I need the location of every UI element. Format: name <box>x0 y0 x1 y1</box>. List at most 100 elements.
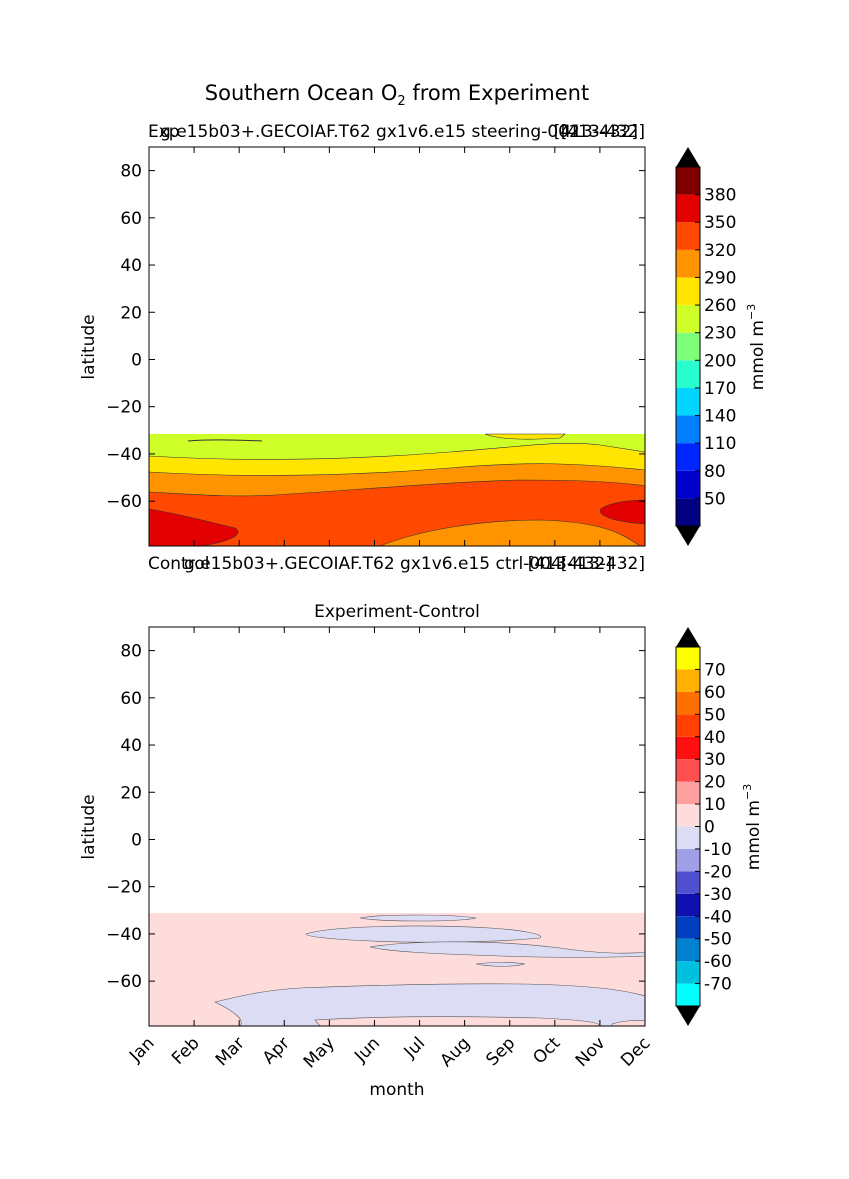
colorbar-tick-label: -70 <box>704 975 732 995</box>
colorbar-swatch <box>676 983 700 1006</box>
colorbar-tick-label: 50 <box>704 489 726 509</box>
colorbar-tick-label: 200 <box>704 351 736 371</box>
colorbar-tick-label: 110 <box>704 434 736 454</box>
colorbar-swatch <box>676 871 700 894</box>
colorbar-swatch <box>676 222 700 250</box>
colorbar-tick-label: 170 <box>704 379 736 399</box>
y-tick-label: 0 <box>131 830 142 850</box>
y-tick-label: 60 <box>120 689 142 709</box>
bottom-ylabel: latitude <box>79 794 99 859</box>
colorbar-swatch <box>676 387 700 416</box>
control-years: [413-432] <box>561 554 645 574</box>
colorbar-tick-label: 80 <box>704 462 726 482</box>
colorbar-swatch <box>676 332 700 361</box>
top-panel: Exp g.e15b03+.GECOIAF.T62 gx1v6.e15 stee… <box>79 122 768 574</box>
x-tick-label: Nov <box>572 1033 610 1071</box>
colorbar-swatch <box>676 893 700 917</box>
x-tick-label: Dec <box>617 1033 654 1070</box>
colorbar-swatch <box>676 759 700 782</box>
colorbar-tick-label: -50 <box>704 930 732 950</box>
colorbar-tick-label: -10 <box>704 840 732 860</box>
top-y-axis: 80 60 40 20 0 −20 −40 −60 <box>106 147 646 546</box>
y-tick-label: 20 <box>120 783 142 803</box>
colorbar-swatch <box>676 167 700 195</box>
colorbar-tick-label: 230 <box>704 324 736 344</box>
colorbar-swatch <box>676 443 700 471</box>
top-colorbar: 380 350 320 290 260 230 200 170 140 110 80 50 <box>675 147 736 546</box>
y-tick-label: −20 <box>106 398 142 418</box>
top-ylabel: latitude <box>79 314 99 379</box>
bottom-axes-frame <box>148 626 646 1027</box>
band-350-380-right <box>599 499 645 525</box>
colorbar-swatch <box>676 470 700 499</box>
colorbar-swatch <box>676 277 700 306</box>
band-290-320-bottom <box>379 519 641 546</box>
colorbar-swatch <box>676 360 700 388</box>
colorbar-swatch <box>676 249 700 278</box>
y-tick-label: −60 <box>106 972 142 992</box>
y-tick-label: 20 <box>120 303 142 323</box>
pos-band-inset <box>314 1016 601 1026</box>
colorbar-tick-label: 70 <box>704 660 726 680</box>
y-tick-label: 40 <box>120 256 142 276</box>
top-header-years-2: [413-432] <box>554 122 638 142</box>
y-tick-label: 40 <box>120 736 142 756</box>
x-tick-label: Jan <box>125 1033 158 1066</box>
x-tick-label: Sep <box>482 1033 519 1070</box>
band-350-380-left <box>149 508 239 546</box>
colorbar-swatch <box>676 669 700 692</box>
x-tick-label: May <box>300 1033 339 1072</box>
colorbar-extend-min <box>676 1006 700 1026</box>
y-tick-label: 0 <box>131 350 142 370</box>
band-260-290-top <box>484 433 566 440</box>
colorbar-swatch <box>676 194 700 223</box>
colorbar-swatch <box>676 916 700 939</box>
y-tick-label: −20 <box>106 878 142 898</box>
colorbar-frame <box>675 166 701 527</box>
top-contour-field <box>149 433 645 546</box>
colorbar-swatch <box>676 736 700 760</box>
colorbar-tick-label: 40 <box>704 728 726 748</box>
x-tick-label: Jun <box>350 1033 384 1067</box>
colorbar-swatch <box>676 647 700 670</box>
colorbar-tick-label: -40 <box>704 907 732 927</box>
colorbar-swatch <box>676 804 700 827</box>
colorbar-tick-label: -30 <box>704 885 732 905</box>
bottom-panel: Experiment-Control 80 60 40 20 0 −20 −40 −60 Ja… <box>79 602 764 1100</box>
colorbar-swatch <box>676 848 700 872</box>
y-tick-label: 80 <box>120 162 142 182</box>
colorbar-tick-label: 20 <box>704 773 726 793</box>
colorbar-tick-label: 140 <box>704 407 736 427</box>
neg-band-2 <box>305 925 541 943</box>
y-tick-label: −40 <box>106 445 142 465</box>
top-header-years: [413-432] <box>561 122 645 142</box>
top-axes-frame <box>148 146 646 547</box>
colorbar-tick-label: 290 <box>704 268 736 288</box>
bottom-contour-field <box>149 913 645 1026</box>
x-tick-label: Apr <box>259 1033 294 1068</box>
colorbar-tick-label: -20 <box>704 862 732 882</box>
bottom-y-axis: 80 60 40 20 0 −20 −40 −60 <box>106 642 645 992</box>
colorbar-swatch <box>676 826 700 849</box>
colorbar-tick-label: -60 <box>704 952 732 972</box>
figure-title: Southern Ocean O2 from Experiment <box>205 81 589 109</box>
x-tick-label: Jul <box>400 1033 429 1062</box>
colorbar-tick-label: 30 <box>704 750 726 770</box>
contour-line-top <box>187 439 263 442</box>
colorbar-swatch <box>676 691 700 715</box>
colorbar-swatch <box>676 305 700 333</box>
colorbar-swatch <box>676 961 700 984</box>
y-tick-label: 80 <box>120 642 142 662</box>
colorbar-tick-label: 0 <box>704 818 715 838</box>
neg-band-1 <box>359 914 477 922</box>
y-tick-label: 60 <box>120 209 142 229</box>
colorbar-extend-min <box>676 526 700 546</box>
colorbar-tick-label: 350 <box>704 213 736 233</box>
colorbar-extend-max <box>676 147 700 167</box>
colorbar-swatch <box>676 938 700 962</box>
colorbar-tick-label: 50 <box>704 705 726 725</box>
bottom-colorbar-label: mmol m−3 <box>741 784 764 870</box>
neg-band-3 <box>369 941 645 958</box>
top-header-case: g.e15b03+.GECOIAF.T62 gx1v6.e15 steering… <box>160 122 580 142</box>
